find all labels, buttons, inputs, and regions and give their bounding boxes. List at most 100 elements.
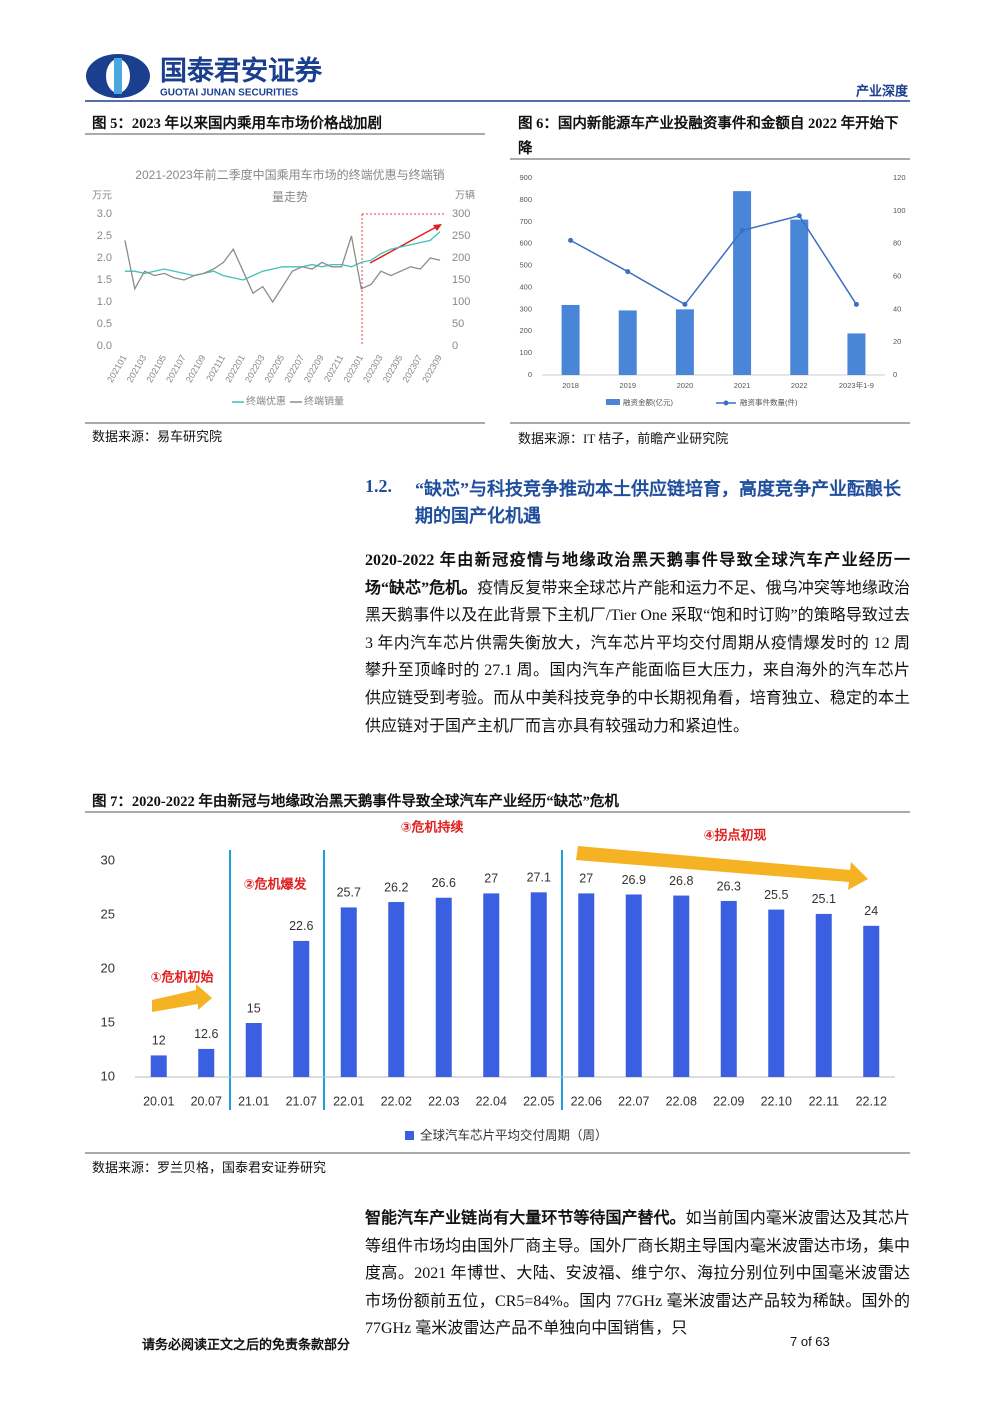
data-label: 26.6: [432, 876, 456, 890]
point: [796, 213, 802, 219]
tick-label: 1.0: [97, 296, 112, 308]
tick-label: 120: [893, 173, 906, 182]
data-label: 27: [579, 872, 593, 886]
bar: [198, 1048, 215, 1077]
page-number: 7 of 63: [790, 1334, 830, 1349]
tick-label: 50: [452, 318, 464, 330]
x-tick-label: 202109: [184, 353, 208, 384]
tick-label: 0: [528, 370, 532, 379]
tick-label: 700: [519, 217, 532, 226]
tick-label: 100: [893, 206, 906, 215]
phase-arrow: [576, 846, 868, 890]
bar: [293, 940, 310, 1077]
data-label: 26.8: [669, 874, 693, 888]
tick-label: 3.0: [97, 208, 112, 220]
lead: 智能汽车产业链尚有大量环节等待国产替代。: [365, 1210, 686, 1227]
x-tick-label: 22.10: [761, 1094, 792, 1108]
bar: [435, 897, 452, 1077]
x-tick-label: 22.03: [428, 1094, 459, 1108]
tick-label: 0.5: [97, 318, 112, 330]
tick-label: 300: [452, 208, 470, 220]
tick-label: 60: [893, 271, 901, 280]
legend-label: 融资事件数量(件): [740, 397, 798, 407]
tick-label: 2.5: [97, 230, 112, 242]
annotation: ④拐点初现: [703, 827, 766, 842]
data-label: 25.7: [337, 886, 361, 900]
data-label: 25.1: [812, 892, 836, 906]
paragraph: 2020-2022 年由新冠疫情与地缘政治黑天鹅事件导致全球汽车产业经历一场“缺…: [365, 547, 910, 740]
line: [124, 235, 441, 304]
source: 数据来源：IT 桔子，前瞻产业研究院: [518, 431, 729, 446]
data-label: 25.5: [764, 888, 788, 902]
tick-label: 400: [519, 282, 532, 291]
bar: [388, 902, 405, 1077]
tick-label: 200: [452, 252, 470, 264]
x-tick-label: 22.02: [381, 1094, 412, 1108]
data-label: 27: [484, 872, 498, 886]
x-tick-label: 22.12: [856, 1094, 887, 1108]
legend-label: 全球汽车芯片平均交付周期（周）: [420, 1127, 608, 1142]
data-label: 26.2: [384, 880, 408, 894]
x-tick-label: 2023年1-9: [839, 380, 874, 390]
source: 数据来源：罗兰贝格，国泰君安证券研究: [92, 1160, 327, 1175]
tick-label: 20: [101, 960, 115, 975]
tick-label: 900: [519, 173, 532, 182]
figure-caption: 图 7：2020-2022 年由新冠与地缘政治黑天鹅事件导致全球汽车产业经历“缺…: [92, 794, 619, 810]
tick-label: 200: [519, 326, 532, 335]
bar: [150, 1055, 167, 1077]
tick-label: 100: [452, 296, 470, 308]
x-tick-label: 20.01: [143, 1094, 174, 1108]
data-label: 24: [864, 904, 878, 918]
x-tick-label: 20.07: [191, 1094, 222, 1108]
axis-unit: 万元: [92, 191, 112, 202]
x-tick-label: 22.08: [666, 1094, 697, 1108]
tick-label: 100: [519, 348, 532, 357]
x-tick-label: 22.05: [523, 1094, 554, 1108]
bar: [790, 219, 809, 375]
x-tick-label: 2018: [562, 381, 579, 390]
tick-label: 10: [101, 1068, 115, 1083]
x-tick-label: 22.01: [333, 1094, 364, 1108]
bar: [625, 894, 642, 1077]
body: 疫情反复带来全球芯片产能和运力不足、俄乌冲突等地缘政治黑天鹅事件以及在此背景下主…: [365, 579, 910, 735]
bar: [733, 191, 752, 375]
tick-label: 20: [893, 337, 901, 346]
tick-label: 0.0: [97, 340, 112, 352]
x-tick-label: 2021: [734, 381, 751, 390]
trend-arrow: [369, 225, 439, 264]
tick-label: 300: [519, 304, 532, 313]
section-number: 1.2.: [365, 476, 392, 496]
tick-label: 500: [519, 261, 532, 270]
source: 数据来源：易车研究院: [92, 429, 223, 444]
legend-swatch: [405, 1131, 414, 1140]
data-label: 27.1: [527, 871, 551, 885]
x-tick-label: 202309: [420, 353, 444, 384]
tick-label: 15: [101, 1014, 115, 1029]
bar: [815, 913, 832, 1077]
x-tick-label: 21.07: [286, 1094, 317, 1108]
axis-unit: 万辆: [455, 189, 475, 202]
line: [570, 214, 858, 306]
tick-label: 40: [893, 304, 901, 313]
bar: [561, 304, 580, 375]
x-tick-label: 22.06: [571, 1094, 602, 1108]
data-label: 26.3: [717, 879, 741, 893]
bar: [483, 893, 500, 1077]
data-label: 12: [152, 1034, 166, 1048]
x-tick-label: 2022: [791, 381, 808, 390]
annotation: ③危机持续: [400, 819, 463, 834]
x-tick-label: 2020: [677, 381, 694, 390]
bar: [618, 310, 637, 375]
tick-label: 150: [452, 274, 470, 286]
point: [568, 237, 574, 243]
bar: [578, 893, 595, 1077]
figure-caption: 图 5：2023 年以来国内乘用车市场价格战加剧: [92, 116, 382, 132]
x-tick-label: 22.04: [476, 1094, 507, 1108]
chart-title: 2021-2023年前二季度中国乘用车市场的终端优惠与终端销量走势: [135, 168, 445, 204]
bar: [673, 895, 690, 1077]
legend-label: 终端优惠: [246, 395, 286, 408]
tick-label: 30: [101, 852, 115, 867]
figure-caption: 图 6：国内新能源车产业投融资事件和金额自 2022 年开始下降: [518, 116, 899, 157]
